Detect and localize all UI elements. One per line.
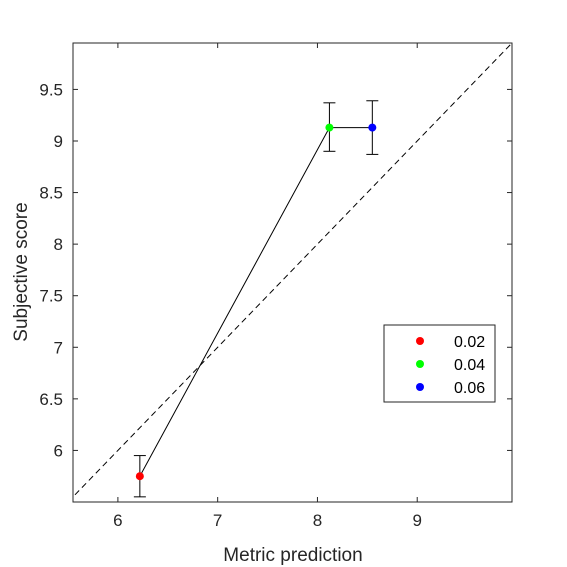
y-tick-label-6: 9 [54, 132, 63, 151]
y-tick-label-7: 9.5 [39, 80, 63, 99]
data-point-0 [135, 472, 144, 481]
legend-label-0: 0.02 [454, 334, 485, 351]
x-axis-title: Metric prediction [223, 545, 362, 566]
data-point-1 [325, 123, 334, 132]
legend: 0.02 0.04 0.06 [383, 324, 496, 403]
plot-background [73, 43, 512, 502]
y-tick-label-2: 7 [54, 338, 63, 357]
plot-area [73, 43, 512, 498]
x-tick-label-2: 8 [313, 511, 322, 530]
reference-line [73, 43, 512, 498]
y-axis-title: Subjective score [11, 202, 32, 341]
legend-box [383, 324, 496, 403]
data-point-2 [368, 123, 377, 132]
x-tick-label-3: 9 [412, 511, 421, 530]
x-axis: 6 7 8 9 [113, 43, 422, 530]
y-axis: 6 6.5 7 7.5 8 8.5 9 9.5 [39, 80, 512, 460]
y-tick-label-1: 6.5 [39, 390, 63, 409]
y-tick-label-3: 7.5 [39, 287, 63, 306]
y-tick-label-0: 6 [54, 441, 63, 460]
y-tick-label-5: 8.5 [39, 184, 63, 203]
legend-label-1: 0.04 [454, 357, 485, 374]
legend-marker-0 [416, 337, 424, 345]
x-tick-label-1: 7 [213, 511, 222, 530]
legend-marker-2 [416, 383, 424, 391]
x-tick-label-0: 6 [113, 511, 122, 530]
legend-label-2: 0.06 [454, 380, 485, 397]
plot-frame [72, 42, 513, 503]
legend-marker-1 [416, 360, 424, 368]
y-tick-label-4: 8 [54, 235, 63, 254]
